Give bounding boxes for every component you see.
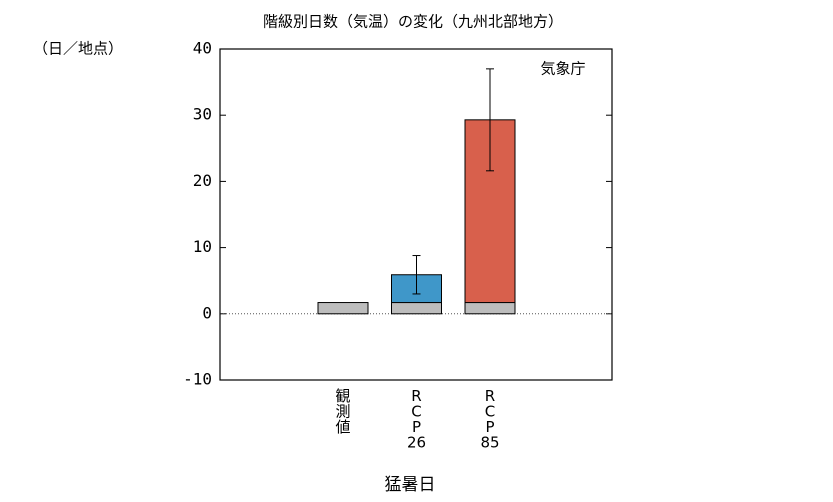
y-tick-label: 10	[193, 237, 212, 256]
bar	[391, 302, 442, 315]
y-tick-label: 40	[193, 39, 212, 58]
y-tick-label: 30	[193, 105, 212, 124]
x-tick-label: R C P 26	[407, 387, 426, 452]
x-axis-label: 猛暑日	[385, 475, 436, 495]
y-tick-label: -10	[183, 370, 212, 389]
x-tick-label: 観測値	[335, 387, 350, 436]
error-bar	[486, 68, 494, 172]
bar	[317, 302, 369, 315]
y-tick-label: 20	[193, 171, 212, 190]
bar	[464, 302, 516, 315]
chart-title: 階級別日数（気温）の変化（九州北部地方）	[263, 13, 563, 31]
error-bar	[412, 255, 421, 295]
plot-frame	[219, 48, 613, 381]
x-tick-label: R C P 85	[480, 387, 499, 452]
y-tick-label: 0	[202, 303, 212, 322]
y-unit: （日／地点）	[33, 40, 123, 58]
source: 気象庁	[540, 60, 585, 78]
